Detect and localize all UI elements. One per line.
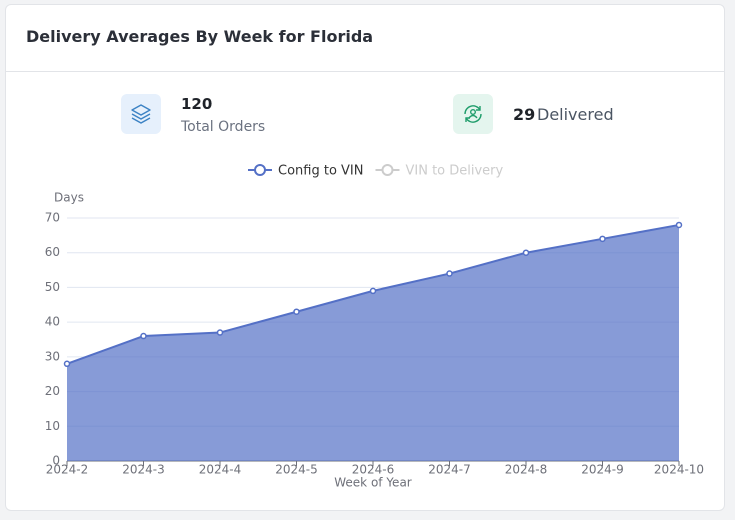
x-tick-label: 2024-3 (122, 463, 165, 477)
y-tick-label: 60 (45, 245, 60, 259)
x-tick-label: 2024-8 (505, 463, 548, 477)
stat-value: 120 (181, 95, 213, 113)
x-tick-label: 2024-5 (275, 463, 318, 477)
orders-icon (121, 94, 161, 134)
x-tick-label: 2024-7 (428, 463, 471, 477)
stat-label: Delivered (537, 105, 614, 124)
point (369, 287, 377, 295)
y-tick-label: 40 (45, 315, 60, 329)
x-tick-label: 2024-10 (654, 463, 704, 477)
x-tick-label: 2024-2 (46, 463, 89, 477)
stat-label: Total Orders (181, 119, 266, 135)
point (446, 270, 453, 277)
y-tick-label: 30 (45, 349, 60, 363)
y-tick-label: 10 (45, 419, 60, 433)
point (293, 308, 300, 315)
area (67, 224, 679, 461)
y-tick-label: 0 (52, 454, 60, 468)
x-tick-label: 2024-9 (581, 463, 624, 477)
stat-value: 29 (513, 105, 536, 124)
legend-symbol[interactable] (254, 164, 266, 176)
point (675, 221, 683, 229)
x-tick-label: 2024-4 (199, 463, 242, 477)
point (522, 249, 530, 256)
point (63, 360, 71, 368)
y-tick-label: 70 (45, 211, 60, 225)
point (140, 332, 147, 340)
legend-label[interactable]: Config to VIN (278, 164, 363, 179)
x-axis-title: Week of Year (334, 476, 412, 490)
delivered-icon (453, 94, 493, 134)
y-tick-label: 20 (45, 384, 60, 398)
point (599, 235, 606, 243)
y-tick-label: 50 (45, 280, 60, 294)
x-tick-label: 2024-6 (352, 463, 395, 477)
card-header: Delivery Averages By Week for Florida (6, 5, 724, 72)
legend-label[interactable]: VIN to Delivery (405, 164, 503, 179)
point (216, 329, 224, 336)
card-title: Delivery Averages By Week for Florida (26, 27, 374, 46)
y-axis-title: Days (54, 191, 84, 205)
legend-symbol[interactable] (381, 164, 394, 176)
